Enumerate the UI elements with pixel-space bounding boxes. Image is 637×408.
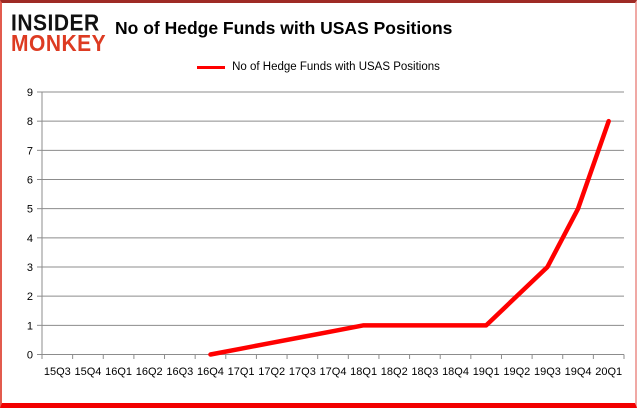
x-tick-label: 19Q3: [534, 366, 561, 378]
x-tick-label: 19Q2: [503, 366, 530, 378]
x-tick-label: 20Q1: [595, 366, 622, 378]
x-tick-label: 16Q3: [166, 366, 193, 378]
y-tick-label: 8: [27, 116, 33, 128]
y-tick-label: 5: [27, 204, 33, 216]
x-tick-label: 17Q4: [320, 366, 347, 378]
x-tick-label: 15Q3: [44, 366, 71, 378]
y-tick-label: 2: [27, 291, 33, 303]
x-tick-label: 18Q1: [350, 366, 377, 378]
y-tick-label: 1: [27, 320, 33, 332]
x-tick-label: 18Q2: [381, 366, 408, 378]
y-tick-label: 9: [27, 87, 33, 99]
legend-line-swatch-icon: [197, 65, 226, 69]
logo-monkey-text: MONKEY: [11, 31, 107, 57]
y-tick-label: 0: [27, 350, 33, 362]
x-tick-label: 19Q4: [565, 366, 592, 378]
logo-insider-text: INSIDER: [11, 10, 100, 36]
y-tick-label: 4: [27, 233, 33, 245]
y-tick-label: 6: [27, 175, 33, 187]
x-tick-label: 15Q4: [74, 366, 101, 378]
x-tick-label: 16Q4: [197, 366, 224, 378]
x-tick-label: 16Q2: [136, 366, 163, 378]
x-tick-label: 17Q1: [228, 366, 255, 378]
x-tick-label: 18Q3: [411, 366, 438, 378]
x-tick-label: 19Q1: [473, 366, 500, 378]
legend-label: No of Hedge Funds with USAS Positions: [232, 61, 440, 73]
series-line: [208, 118, 611, 357]
x-tick-label: 17Q3: [289, 366, 316, 378]
x-tick-label: 16Q1: [105, 366, 132, 378]
insider-monkey-logo: INSIDER MONKEY: [11, 10, 107, 57]
y-tick-label: 3: [27, 262, 33, 274]
y-tick-label: 7: [27, 145, 33, 157]
chart-title: No of Hedge Funds with USAS Positions: [115, 18, 453, 38]
x-tick-label: 18Q4: [442, 366, 469, 378]
legend: No of Hedge Funds with USAS Positions: [2, 61, 635, 73]
x-tick-label: 17Q2: [258, 366, 285, 378]
